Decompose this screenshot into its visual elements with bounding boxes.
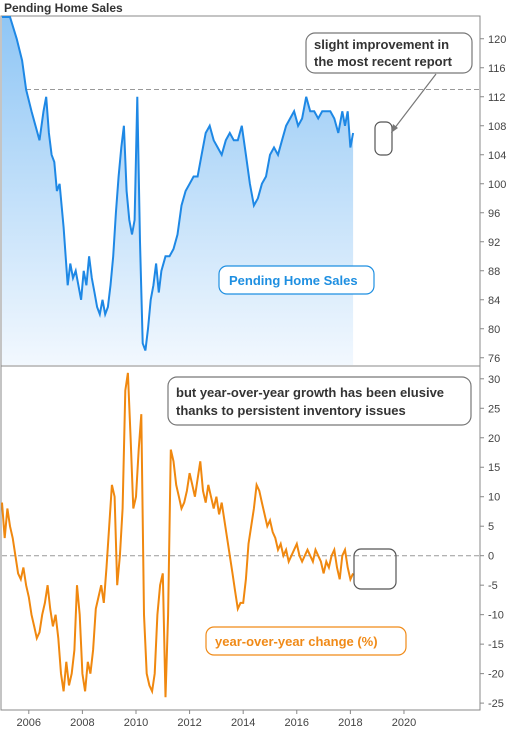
bottom-y-tick-label: -20 [488, 669, 504, 681]
top-recent-highlight [374, 121, 393, 156]
bottom-panel-frame [0, 365, 481, 711]
bottom-annotation-line2: thanks to persistent inventory issues [176, 403, 406, 418]
top-annotation-line2: the most recent report [314, 54, 453, 69]
bottom-y-tick-label: 30 [488, 374, 500, 386]
x-tick-label: 2018 [338, 717, 362, 729]
bottom-y-tick-label: -5 [488, 580, 498, 592]
x-tick-label: 2012 [177, 717, 201, 729]
x-tick-label: 2006 [17, 717, 41, 729]
top-annotation-box [305, 32, 473, 74]
x-tick-label: 2010 [124, 717, 148, 729]
annotation-arrowhead [391, 124, 398, 133]
x-axis: 2006 2008 2010 2012 2014 2016 2018 2020 [17, 710, 416, 729]
pending-home-sales-area [2, 17, 354, 365]
top-y-tick-label: 104 [488, 150, 506, 162]
bottom-y-tick-label: -15 [488, 639, 504, 651]
bottom-y-tick-label: -25 [488, 698, 504, 710]
x-tick-label: 2020 [392, 717, 416, 729]
yoy-change-line [1, 372, 355, 698]
top-series-label-box [218, 265, 375, 295]
top-y-tick-label: 108 [488, 121, 506, 133]
x-tick-label: 2008 [70, 717, 94, 729]
pending-home-sales-line [2, 16, 355, 351]
top-y-axis: 76 80 84 88 92 96 100 104 108 112 116 120 [480, 34, 506, 365]
bottom-y-tick-label: 0 [488, 551, 494, 563]
top-y-tick-label: 112 [488, 92, 506, 104]
bottom-y-tick-label: 20 [488, 433, 500, 445]
bottom-series-label: year-over-year change (%) [215, 634, 378, 649]
top-y-tick-label: 120 [488, 34, 506, 46]
annotation-arrow [393, 73, 437, 130]
top-y-tick-label: 84 [488, 295, 500, 307]
bottom-series-label-box [205, 626, 407, 656]
top-y-tick-label: 88 [488, 266, 500, 278]
top-y-tick-label: 116 [488, 63, 506, 75]
top-series-label: Pending Home Sales [229, 273, 358, 288]
top-y-tick-label: 92 [488, 237, 500, 249]
bottom-y-tick-label: 25 [488, 403, 500, 415]
top-y-tick-label: 96 [488, 208, 500, 220]
x-tick-label: 2016 [285, 717, 309, 729]
bottom-y-tick-label: 5 [488, 521, 494, 533]
bottom-y-tick-label: 10 [488, 492, 500, 504]
top-y-tick-label: 80 [488, 324, 500, 336]
top-y-tick-label: 100 [488, 179, 506, 191]
chart-title: Pending Home Sales [4, 1, 123, 15]
bottom-annotation-box [167, 376, 472, 426]
top-annotation-line1: slight improvement in [314, 37, 449, 52]
top-y-tick-label: 76 [488, 353, 500, 365]
bottom-recent-highlight [353, 548, 397, 590]
bottom-y-tick-label: 15 [488, 462, 500, 474]
x-tick-label: 2014 [231, 717, 255, 729]
bottom-y-tick-label: -10 [488, 610, 504, 622]
bottom-annotation-line1: but year-over-year growth has been elusi… [176, 385, 444, 400]
bottom-y-axis: -25 -20 -15 -10 -5 0 5 10 15 20 25 30 [480, 374, 504, 710]
